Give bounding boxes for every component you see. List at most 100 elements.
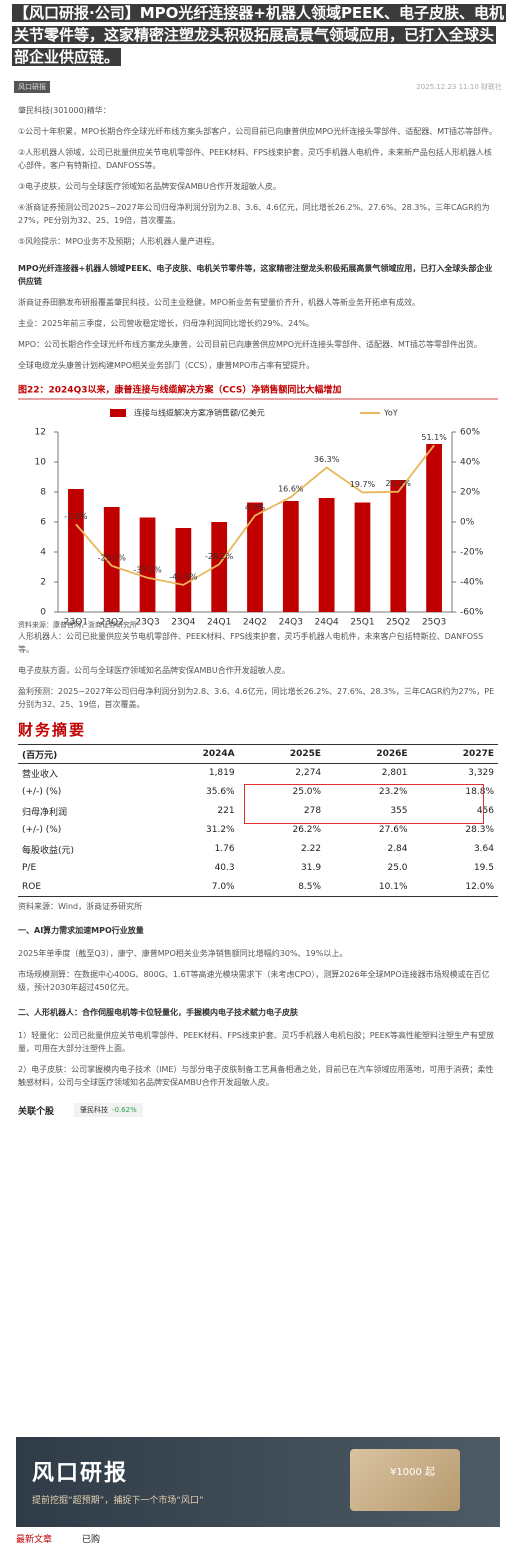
table-row: 每股收益(元) 1.76 2.22 2.84 3.64 [18, 840, 498, 859]
cell: P/E [22, 863, 37, 873]
latest[interactable]: 最新文章 [16, 1535, 53, 1545]
cell: 19.5 [473, 863, 494, 873]
x-tick-label: 25Q2 [386, 618, 410, 628]
cell: 26.2% [292, 825, 322, 835]
cell: 归母净利润 [22, 807, 68, 818]
paragraph: 市场规模测算：在数据中心400G、800G、1.6T等高速光模块需求下（未考虑C… [18, 970, 490, 992]
summary-point: ②人形机器人领域，公司已批量供应关节电机零部件、PEEK材料、FPS线束护套，灵… [18, 148, 492, 170]
cell: 7.0% [211, 881, 235, 892]
data-label: 19.7% [350, 480, 376, 489]
title-text: 【风口研报·公司】MPO光纤连接器+机器人领域PEEK、电子皮肤、电机关节零件等… [12, 4, 507, 66]
table-row: (+/-) (%) 31.2% 26.2% 27.6% 28.3% [18, 821, 498, 840]
bar [390, 480, 407, 612]
legend-swatch [110, 409, 126, 417]
cell: 27.6% [378, 825, 408, 835]
data-label: -28.2% [205, 552, 234, 561]
data-label: 4.3% [245, 503, 266, 512]
y-tick-label: 0 [40, 608, 46, 618]
cell: 2.84 [387, 844, 408, 854]
y2-tick-label: 60% [460, 428, 480, 438]
cell: 1,819 [208, 768, 235, 779]
y-tick-label: 8 [40, 488, 46, 498]
stock-change: -0.62% [112, 1106, 137, 1114]
bar [68, 489, 84, 612]
cell: 每股收益(元) [22, 845, 75, 856]
paragraph: 2）电子皮肤：公司掌握模内电子技术（IME）与部分电子皮肤制备工艺具备相通之处，… [18, 1065, 494, 1087]
table-row: P/E 40.3 31.9 25.0 19.5 [18, 859, 498, 878]
chart-source: 资料来源：康普官网，浙商证券研究所 [18, 620, 137, 629]
footer: 最新文章 已购 [16, 1532, 100, 1545]
paragraph: 盈利预测：2025~2027年公司归母净利润分别为2.8、3.6、4.6亿元，同… [18, 687, 495, 709]
summary-point: ④浙商证券预测公司2025~2027年公司归母净利润分别为2.8、3.6、4.6… [18, 203, 490, 225]
bar [354, 502, 371, 612]
table-title: 财务摘要 [18, 721, 87, 739]
paragraph: 主业：2025年前三季度，公司营收稳定增长，归母净利润同比增长约29%、24%。 [18, 319, 314, 328]
cell: 25.0% [292, 787, 322, 797]
cell: 3,329 [468, 768, 494, 779]
x-tick-label: 23Q4 [171, 618, 196, 628]
chart: 图22：2024Q3以来，康普连接与线缆解决方案（CCS）净销售额同比大幅增加 0… [18, 384, 498, 629]
cell: 456 [476, 806, 494, 816]
y2-tick-label: 0% [460, 518, 475, 528]
data-label: 16.6% [278, 485, 304, 494]
cell: 355 [390, 806, 408, 816]
cell: 3.64 [473, 844, 494, 854]
data-label: 51.1% [421, 433, 447, 442]
table-row: (+/-) (%) 35.6% 25.0% 23.2% 18.8% [18, 783, 498, 802]
source-tag[interactable]: 风口研报 [14, 81, 50, 93]
column-header: 2024A [202, 749, 235, 759]
cell: 35.6% [206, 787, 235, 797]
cell: 23.2% [378, 787, 408, 797]
header-row: (百万元) 2024A 2025E 2026E 2027E [18, 744, 498, 764]
cell: 2,274 [295, 768, 322, 779]
bar [211, 522, 228, 612]
legend-label: 连接与线缆解决方案净销售额/亿美元 [134, 408, 265, 418]
cell: 营业收入 [22, 769, 59, 780]
data-label: -29.2% [98, 553, 127, 562]
paragraph: 人形机器人：公司已批量供应关节电机零部件、PEEK材料、FPS线束护套，灵巧手机… [18, 632, 484, 654]
cell: 2.22 [301, 844, 322, 854]
y2-tick-label: -60% [460, 608, 484, 618]
bar [247, 502, 263, 612]
cell: 28.3% [465, 825, 494, 835]
meta: 2025.12.23 11:10 财联社 [416, 83, 502, 91]
cell: 10.1% [378, 881, 408, 892]
column-header: (百万元) [22, 750, 58, 761]
column-header: 2025E [289, 749, 322, 759]
cell: 40.3 [214, 863, 235, 873]
financial-summary: 财务摘要 (百万元) 2024A 2025E 2026E 2027E 营业收入 1,819 2… [0, 719, 516, 912]
x-tick-label: 24Q4 [315, 618, 340, 628]
highlight-box [244, 784, 484, 824]
x-tick-label: 24Q3 [279, 618, 303, 628]
cell: 221 [217, 806, 235, 816]
cell: 12.0% [465, 881, 494, 892]
paragraph: MPO：公司长期合作全球光纤布线方案龙头康普，公司目前已向康普供应MPO光纤连接… [18, 340, 482, 349]
data-label: -41.9% [169, 572, 198, 581]
price-card: ¥1000 起 [350, 1449, 460, 1511]
banner[interactable]: 风口研报 提前挖掘“超预期”，捕捉下一个市场“风口” ¥1000 起 [16, 1437, 500, 1527]
bar [175, 528, 192, 612]
y-tick-label: 2 [40, 578, 46, 588]
paragraph: 浙商证券田鹏发布研报覆盖肇民科技，公司主业稳健，MPO新业务有望量价齐升，机器人… [18, 298, 421, 307]
data-label: -37.2% [133, 565, 162, 574]
cell: 8.5% [298, 881, 322, 892]
y-tick-label: 10 [35, 458, 47, 468]
related-label: 关联个股 [18, 1106, 55, 1117]
paragraph: 全球电缆龙头康普计划构建MPO相关业务部门（CCS），康普MPO市占率有望提升。 [18, 361, 315, 370]
y-tick-label: 12 [35, 428, 46, 438]
y2-tick-label: -40% [460, 578, 484, 588]
banner-title: 风口研报 [32, 1461, 129, 1486]
section-heading: 二、人形机器人：合作伺服电机等卡位轻量化，手握模内电子技术赋力电子皮肤 [18, 1008, 298, 1017]
cell: 31.9 [301, 863, 322, 873]
cell: 31.2% [206, 825, 235, 835]
summary-point: ③电子皮肤，公司与全球医疗领域知名品牌安保AMBU合作开发超敏人皮。 [18, 182, 281, 191]
section-heading: 一、AI算力需求加速MPO行业放量 [18, 926, 144, 935]
y2-tick-label: 40% [460, 458, 480, 468]
summary-point: ①公司十年积累，MPO长期合作全球光纤布线方案头部客户，公司目前已向康普供应MP… [18, 127, 498, 136]
column-header: 2026E [376, 749, 408, 759]
bought[interactable]: 已购 [82, 1535, 101, 1545]
y2-tick-label: 20% [460, 488, 480, 498]
cell: ROE [22, 881, 42, 892]
stock[interactable]: 肇民科技 -0.62% [74, 1103, 143, 1117]
bar [282, 501, 299, 612]
